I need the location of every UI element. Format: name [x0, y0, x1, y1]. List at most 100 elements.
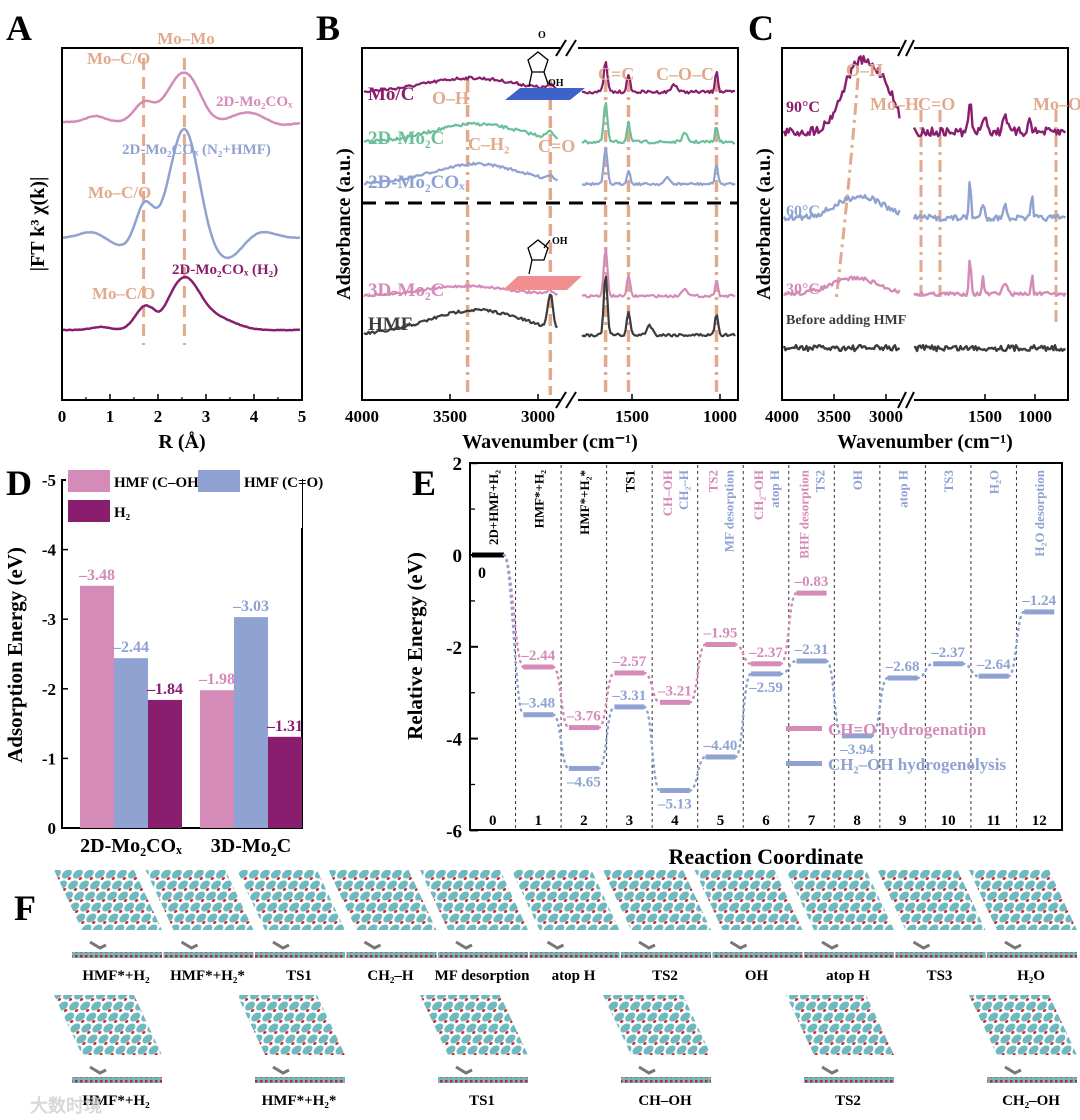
- energy-level: [523, 664, 554, 670]
- energy-connector: [552, 665, 571, 729]
- step-label: 2D+HMF+H₂: [486, 470, 501, 545]
- slab-side-view: [346, 952, 437, 958]
- y-tick-label: 2: [453, 454, 463, 475]
- step-label: atop H: [896, 470, 911, 508]
- legend-label: H₂: [114, 505, 131, 521]
- energy-value-label: –2.64: [976, 657, 1011, 673]
- annotation-ch2: C–H₂: [468, 134, 509, 154]
- energy-value-label: –2.59: [748, 680, 783, 696]
- step-label: TS1: [622, 470, 637, 492]
- structure-label: MF desorption: [435, 968, 531, 984]
- structure-model: HMF*+H₂: [54, 995, 162, 1109]
- energy-connector: [779, 591, 798, 666]
- x-tick-label: 1500: [968, 407, 1002, 426]
- energy-level: [614, 704, 645, 710]
- y-tick-label: 0: [453, 546, 463, 567]
- slab-top-view: [54, 995, 162, 1055]
- x-tick-label: 0: [58, 407, 67, 426]
- series-label: 2D-Mo₂COₓ: [368, 172, 465, 193]
- annotation-co: C=O: [538, 136, 575, 156]
- structure-model: TS1: [420, 995, 528, 1109]
- hmf-molecule-icon: [527, 51, 549, 87]
- step-label: MF desorption: [721, 469, 736, 552]
- adsorbate-molecule: [180, 940, 199, 950]
- structure-label: CH–OH: [638, 1093, 692, 1109]
- step-label: HMF*+H₂*: [577, 470, 592, 535]
- energy-level: [659, 787, 690, 793]
- step-label: CH–OH: [660, 470, 675, 516]
- structure-label: HMF*+H₂*: [170, 968, 245, 984]
- adsorbate-molecule: [821, 1065, 839, 1075]
- slab-side-view: [72, 952, 162, 958]
- series-before-hmf: [782, 343, 901, 353]
- x-tick-label: 3000: [521, 407, 555, 426]
- annotation-co: C=O: [918, 94, 955, 114]
- energy-value-label: –0.83: [794, 574, 829, 590]
- legend-swatch: [68, 470, 110, 492]
- energy-value-label: –1.24: [1021, 593, 1056, 609]
- series-label: 3D-Mo₂C: [368, 280, 444, 301]
- slab-top-view: [603, 995, 711, 1055]
- x-tick-label: 9: [899, 813, 907, 829]
- annotation-cc: C=C: [598, 64, 634, 84]
- peak-shift-line: [834, 77, 860, 301]
- energy-connector: [552, 713, 571, 770]
- molecule-label: OH: [548, 78, 564, 89]
- x-tick-label: 5: [717, 813, 725, 829]
- structure-model: atop H: [786, 870, 894, 984]
- series-2d-mo2cox-n2-hmf: [62, 127, 301, 260]
- series-label: 2D-Mo₂COₓ (H₂): [172, 262, 278, 278]
- panel-letter: A: [6, 8, 32, 48]
- x-tick-label: 12: [1032, 813, 1047, 829]
- slab-top-view: [420, 870, 528, 930]
- energy-connector: [643, 671, 662, 704]
- structure-label: TS1: [286, 968, 312, 984]
- annotation-mo-o: Mo–O: [1033, 94, 1080, 114]
- bar-value-label: –1.84: [146, 681, 183, 698]
- molecule-label: O: [538, 30, 546, 41]
- x-tick-label: 11: [987, 813, 1001, 829]
- slab-side-view: [621, 952, 711, 958]
- structure-model: atop H: [511, 870, 620, 984]
- x-tick-label: 3: [202, 407, 211, 426]
- energy-level: [705, 642, 736, 648]
- structure-model: TS2: [603, 870, 711, 984]
- series-90c: [912, 103, 1067, 138]
- x-tick-label: 3500: [433, 407, 467, 426]
- x-tick-label: 1: [106, 407, 115, 426]
- structure-model: CH₂–H: [328, 870, 437, 984]
- series-mo-c: [581, 60, 736, 95]
- slab-side-view: [163, 952, 254, 958]
- axis-break-icon: [897, 391, 915, 409]
- slab-top-view: [328, 870, 437, 930]
- annotation-coc: C–O–C: [656, 64, 714, 84]
- panel-letter: C: [748, 8, 774, 48]
- bar-value-label: –1.98: [198, 671, 235, 688]
- bar: [80, 585, 114, 828]
- adsorbate-molecule: [455, 1065, 473, 1075]
- adsorption-plane-icon: [505, 88, 585, 100]
- energy-connector: [597, 671, 616, 729]
- x-tick-label: 1: [535, 813, 543, 829]
- structure-model: TS2: [786, 995, 894, 1109]
- slab-side-view: [895, 952, 986, 958]
- structure-model: MF desorption: [420, 870, 530, 984]
- slab-side-view: [804, 1077, 894, 1083]
- series-label: Before adding HMF: [786, 313, 906, 328]
- energy-value-label: 0: [478, 565, 486, 582]
- structure-label: TS2: [835, 1093, 861, 1109]
- y-tick-label: -4: [446, 730, 462, 751]
- energy-value-label: –3.21: [657, 683, 692, 699]
- energy-connector: [734, 643, 753, 666]
- legend-swatch: [786, 726, 822, 731]
- structure-label: H₂O: [1017, 968, 1045, 984]
- energy-connector: [779, 659, 798, 676]
- structure-label: atop H: [552, 968, 596, 984]
- bar: [114, 658, 148, 828]
- panel-c-axes: [781, 47, 1069, 401]
- series-before-hmf: [913, 343, 1066, 353]
- structure-model: HMF*+H₂*: [145, 870, 254, 984]
- energy-level: [887, 675, 918, 681]
- y-tick-label: -2: [42, 680, 56, 699]
- series-30c: [913, 259, 1067, 298]
